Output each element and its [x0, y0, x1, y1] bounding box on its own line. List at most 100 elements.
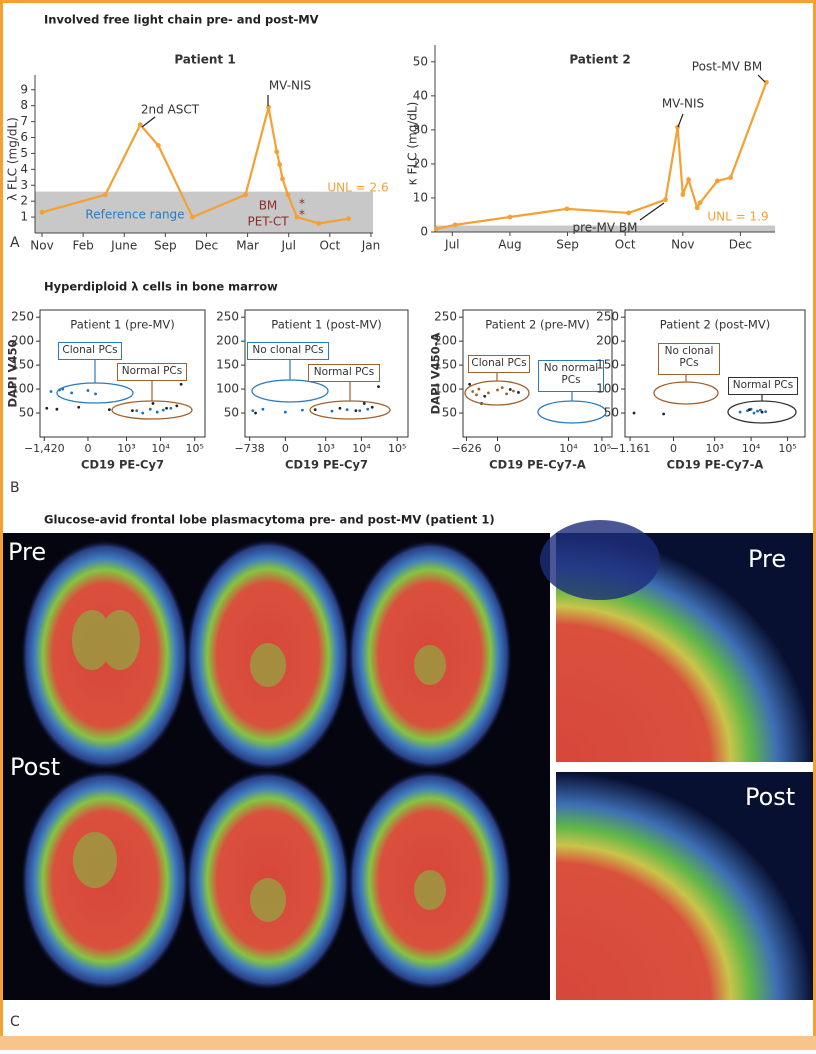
x-tick-label: 10⁴: [352, 442, 371, 455]
data-point: [675, 124, 681, 130]
data-point: [366, 407, 370, 411]
arrow: [677, 113, 684, 128]
x-tick-label: 10⁴: [742, 442, 761, 455]
arrow: [141, 116, 156, 128]
data-point: [301, 408, 304, 412]
data-point: [358, 409, 362, 413]
data-point: [748, 408, 751, 412]
data-point: [313, 408, 317, 412]
x-tick-label: 10⁴: [559, 442, 578, 455]
data-point: [738, 410, 742, 414]
data-point: [169, 406, 173, 410]
x-tick-label: 10⁵: [778, 442, 796, 455]
data-point: [277, 162, 283, 167]
annotation: Normal PCs: [117, 363, 187, 381]
chart-title: Patient 1 (post-MV): [271, 318, 381, 332]
data-point: [131, 409, 134, 413]
data-point: [680, 192, 686, 197]
y-tick-label: 7: [20, 114, 28, 128]
y-tick-label: 9: [20, 82, 28, 96]
data-point: [283, 410, 287, 414]
data-point: [45, 406, 49, 410]
data-point: [137, 122, 143, 128]
y-tick-label: 100: [596, 382, 619, 396]
x-tick-label: 10⁵: [388, 442, 406, 455]
data-point: [251, 409, 255, 413]
annotation: *: [299, 208, 305, 222]
annotation-box: Normal PCs: [308, 364, 380, 382]
image-label: Post: [745, 783, 795, 811]
image-label: Pre: [748, 545, 786, 573]
data-point: [175, 404, 179, 408]
data-point: [714, 178, 720, 184]
x-tick-label: 10³: [705, 442, 723, 455]
data-point: [86, 389, 90, 392]
data-point: [330, 409, 334, 413]
data-point: [141, 411, 145, 415]
data-point: [433, 226, 439, 232]
x-tick-label: Dec: [195, 239, 218, 253]
data-line: [41, 107, 349, 225]
section-title: Glucose-avid frontal lobe plasmacytoma p…: [44, 513, 495, 527]
y-tick-label: 0: [420, 225, 428, 239]
data-point: [517, 391, 520, 394]
data-point: [161, 408, 165, 412]
data-point: [316, 221, 322, 226]
band-label: UNL = 1.9: [707, 210, 768, 224]
chart-title: Patient 1: [174, 53, 235, 67]
data-point: [697, 200, 703, 206]
x-axis-label: CD19 PE-Cy7: [81, 458, 164, 472]
data-point: [261, 407, 265, 411]
data-point: [280, 176, 285, 182]
arrow: [757, 74, 766, 83]
x-tick-label: 10⁵: [593, 442, 611, 455]
data-point: [274, 149, 280, 155]
data-point: [39, 209, 45, 215]
panel-label: B: [10, 480, 20, 496]
x-tick-label: Sep: [556, 238, 579, 252]
x-tick-label: Nov: [671, 238, 694, 252]
y-tick-label: 5: [20, 146, 28, 160]
section-title: Hyperdiploid λ cells in bone marrow: [44, 280, 278, 294]
x-tick-label: −1,420: [24, 442, 65, 455]
y-tick-label: 150: [596, 358, 619, 372]
panel-label: C: [10, 1014, 20, 1030]
x-tick-label: 10⁴: [151, 442, 170, 455]
y-tick-label: 40: [413, 88, 428, 102]
data-line: [435, 81, 768, 231]
data-point: [496, 388, 499, 392]
y-tick-label: 150: [11, 358, 34, 372]
data-point: [663, 197, 668, 203]
data-point: [362, 402, 366, 405]
annotation: No normal PCs: [538, 360, 604, 392]
data-point: [49, 390, 53, 393]
x-tick-label: Aug: [498, 238, 521, 252]
data-point: [148, 407, 152, 411]
data-point: [763, 79, 769, 85]
data-point: [477, 387, 481, 391]
y-tick-label: 50: [19, 406, 34, 420]
x-tick-label: Nov: [30, 239, 53, 253]
image-label: Post: [10, 753, 60, 781]
data-point: [377, 385, 380, 389]
data-point: [500, 386, 504, 390]
annotation-box: Clonal PCs: [58, 342, 122, 360]
annotation-box: No normal PCs: [538, 360, 604, 392]
x-tick-label: 0: [282, 442, 289, 455]
data-point: [471, 390, 475, 393]
annotation-box: Normal PCs: [117, 363, 187, 381]
y-axis-label: κ FLC (mg/dL): [406, 102, 420, 186]
annotation: BM: [259, 199, 278, 213]
annotation: Post-MV BM: [692, 60, 762, 74]
x-tick-label: Jul: [280, 239, 295, 253]
data-point: [151, 402, 155, 405]
y-tick-label: 30: [413, 122, 428, 136]
x-tick-label: Jan: [361, 239, 381, 253]
x-tick-label: 0: [494, 442, 501, 455]
x-tick-label: June: [110, 239, 137, 253]
data-point: [77, 405, 81, 409]
y-axis-label: λ FLC (mg/dL): [6, 117, 20, 201]
annotation: MV-NIS: [269, 79, 311, 93]
annotation: 2nd ASCT: [141, 103, 200, 117]
data-point: [354, 409, 358, 413]
